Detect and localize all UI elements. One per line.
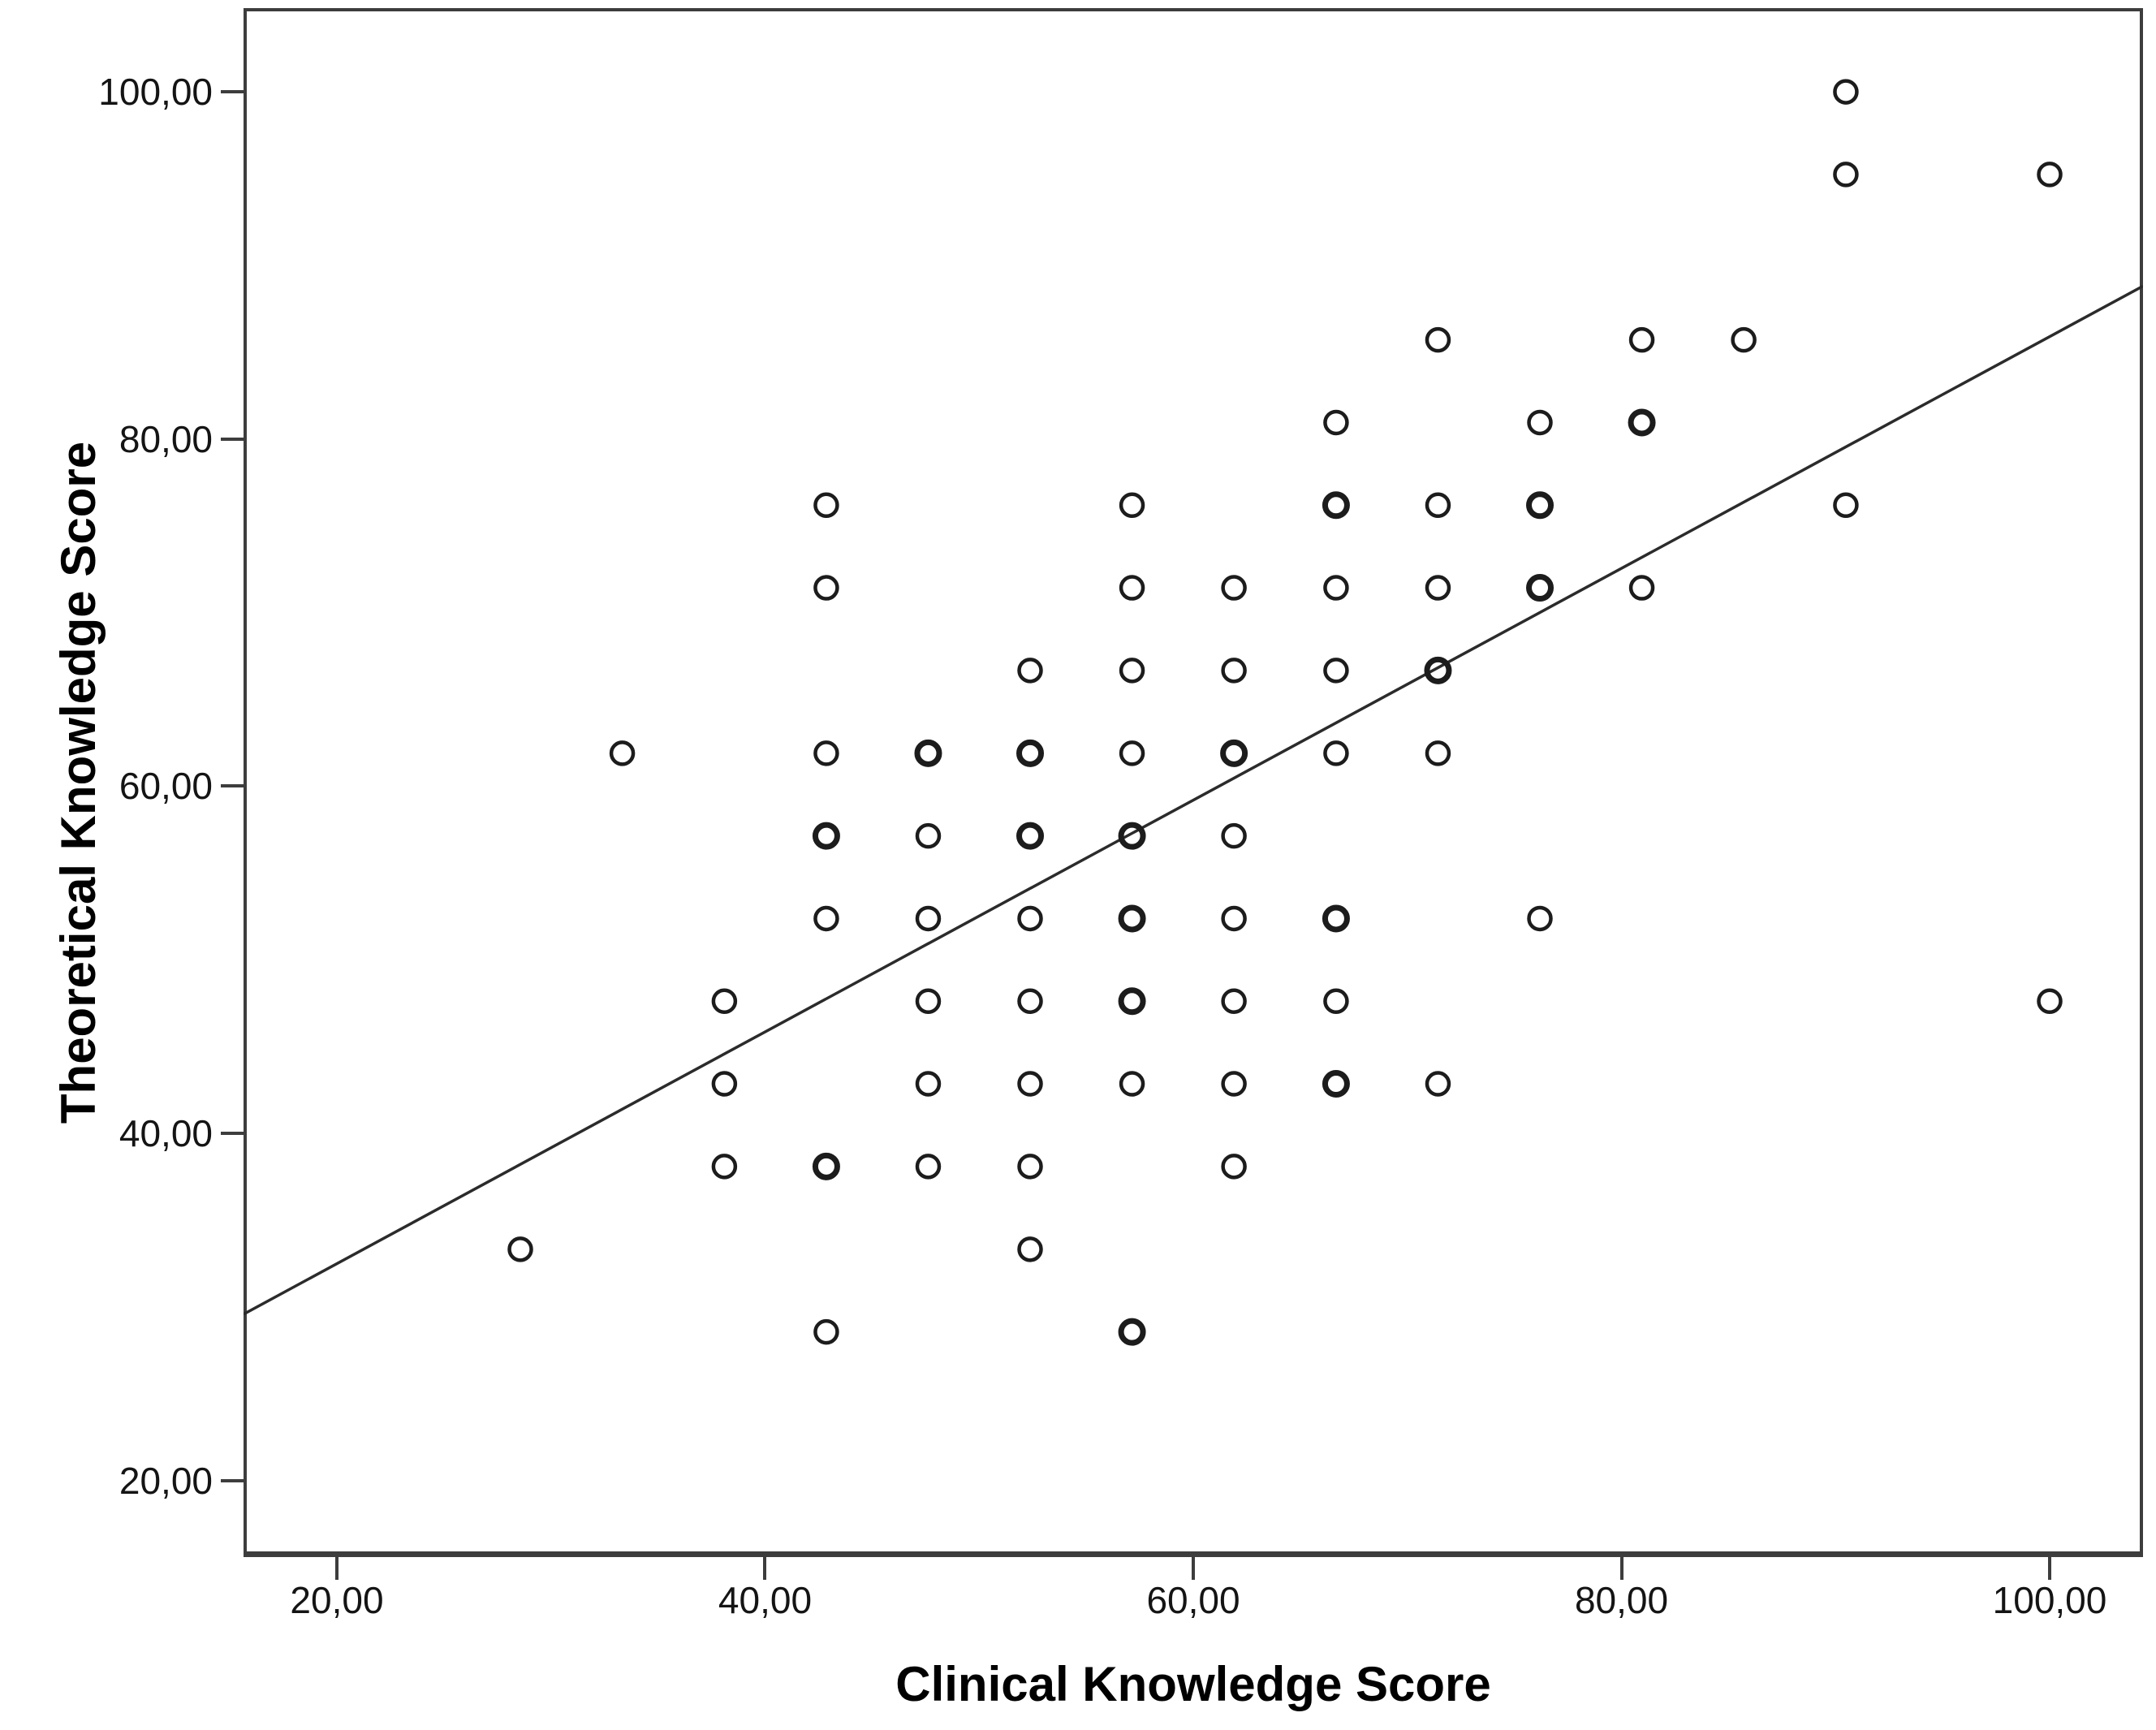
x-tick-label: 20,00 xyxy=(290,1579,384,1621)
data-point xyxy=(1833,492,1859,519)
data-point xyxy=(813,740,839,766)
data-point xyxy=(609,740,636,766)
data-point xyxy=(1323,988,1349,1014)
y-tick-label: 40,00 xyxy=(119,1112,213,1155)
x-tick-label: 80,00 xyxy=(1574,1579,1669,1621)
data-point xyxy=(1119,658,1145,684)
data-point xyxy=(1119,575,1145,601)
data-point xyxy=(1221,988,1247,1014)
data-point xyxy=(1017,1154,1043,1180)
data-point xyxy=(1016,739,1045,767)
data-point xyxy=(1323,658,1349,684)
data-point xyxy=(1017,1236,1043,1262)
data-point xyxy=(1628,408,1656,437)
data-point xyxy=(1323,409,1349,436)
y-tick xyxy=(221,1478,244,1482)
x-tick xyxy=(1192,1557,1195,1580)
data-point xyxy=(812,822,840,850)
data-point xyxy=(1017,1071,1043,1097)
data-point xyxy=(1323,575,1349,601)
data-point xyxy=(1118,987,1146,1016)
data-point xyxy=(1118,904,1146,933)
x-tick-label: 100,00 xyxy=(1992,1579,2107,1621)
data-point xyxy=(1322,491,1350,520)
data-point xyxy=(1425,740,1451,766)
data-point xyxy=(1220,739,1248,767)
x-tick-label: 40,00 xyxy=(718,1579,813,1621)
data-point xyxy=(1221,1154,1247,1180)
data-point xyxy=(1119,1071,1145,1097)
data-point xyxy=(1221,822,1247,849)
data-point xyxy=(507,1236,533,1262)
data-point xyxy=(1221,575,1247,601)
data-point xyxy=(915,822,942,849)
y-tick xyxy=(221,90,244,94)
data-point xyxy=(915,1154,942,1180)
y-tick xyxy=(221,1132,244,1136)
x-tick xyxy=(763,1557,767,1580)
data-point xyxy=(1118,1318,1146,1346)
data-point xyxy=(1322,1070,1350,1098)
data-point xyxy=(813,492,839,519)
data-point xyxy=(2037,162,2063,188)
data-point xyxy=(1425,575,1451,601)
data-point xyxy=(1221,1071,1247,1097)
data-point xyxy=(1322,904,1350,933)
data-point xyxy=(1424,656,1452,684)
data-point xyxy=(1119,740,1145,766)
data-point xyxy=(1527,905,1553,932)
data-point xyxy=(1017,905,1043,932)
data-point xyxy=(1425,326,1451,353)
y-tick-label: 100,00 xyxy=(98,71,213,114)
regression-line xyxy=(244,284,2143,1316)
data-point xyxy=(1016,822,1045,850)
y-tick-label: 80,00 xyxy=(119,417,213,460)
data-point xyxy=(1731,326,1757,353)
data-point xyxy=(711,1071,738,1097)
data-point xyxy=(1425,492,1451,519)
y-tick-label: 20,00 xyxy=(119,1459,213,1502)
data-point xyxy=(1425,1071,1451,1097)
data-point xyxy=(1833,79,1859,105)
data-point xyxy=(813,905,839,932)
data-point xyxy=(915,1071,942,1097)
x-tick xyxy=(2048,1557,2051,1580)
x-tick-label: 60,00 xyxy=(1146,1579,1240,1621)
data-point xyxy=(1119,492,1145,519)
data-point xyxy=(1526,491,1554,520)
data-point xyxy=(1017,988,1043,1014)
x-tick xyxy=(334,1557,338,1580)
data-point xyxy=(1628,326,1655,353)
data-point xyxy=(813,575,839,601)
data-point xyxy=(1323,740,1349,766)
data-point xyxy=(1628,575,1655,601)
data-point xyxy=(813,1318,839,1345)
data-point xyxy=(1221,905,1247,932)
x-tick xyxy=(1619,1557,1623,1580)
data-point xyxy=(915,905,942,932)
data-point xyxy=(812,1152,840,1180)
data-point xyxy=(1118,822,1146,850)
data-point xyxy=(1017,658,1043,684)
data-point xyxy=(1526,574,1554,602)
plot-area xyxy=(244,8,2143,1557)
y-tick-label: 60,00 xyxy=(119,765,213,808)
data-point xyxy=(914,739,942,767)
data-point xyxy=(915,988,942,1014)
data-point xyxy=(1527,409,1553,436)
plot-canvas xyxy=(244,79,2143,1346)
data-point xyxy=(711,988,738,1014)
data-point xyxy=(2037,988,2063,1014)
data-point xyxy=(1833,162,1859,188)
data-point xyxy=(711,1154,738,1180)
y-tick xyxy=(221,784,244,788)
x-axis-title: Clinical Knowledge Score xyxy=(895,1657,1491,1711)
y-tick xyxy=(221,437,244,441)
data-point xyxy=(1221,658,1247,684)
